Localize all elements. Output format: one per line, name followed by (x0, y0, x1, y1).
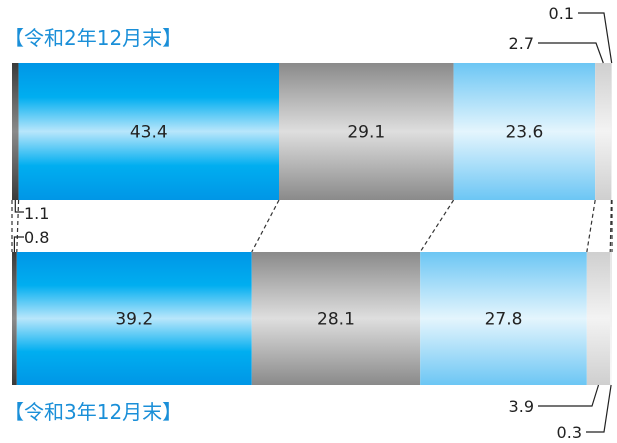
connector-line (16, 199, 20, 253)
bar-gray-row0 (279, 63, 454, 200)
value-labels: 43.4 29.1 23.6 39.2 28.1 27.8 1.1 0.8 2.7 0.1 3.9 0… (13, 4, 613, 442)
callout-line-light-gray-row0 (538, 42, 604, 64)
bar-light-blue-row1 (420, 252, 587, 385)
callout-line-light-gray-row1 (538, 384, 600, 407)
row-title-2020: 【令和2年12月末】 (4, 26, 183, 50)
value-label-blue-row0: 43.4 (130, 123, 168, 143)
connector-line (251, 199, 280, 253)
bar-dark-row1 (12, 252, 17, 385)
value-label-gray-row0: 29.1 (347, 123, 385, 143)
value-label-light-gray-row0: 2.7 (509, 34, 534, 53)
bars (12, 63, 612, 385)
bar-light-gray-row0 (595, 63, 612, 200)
connector-line (609, 199, 612, 253)
value-label-light-blue-row0: 23.6 (505, 123, 543, 143)
bar-white-row0 (611, 63, 612, 200)
value-label-dark-row0: 1.1 (24, 204, 49, 223)
callout-line-white-row0 (578, 12, 613, 64)
callout-line-dark-row0 (14, 200, 24, 213)
row-title-2021: 【令和3年12月末】 (4, 400, 183, 424)
value-label-light-gray-row1: 3.9 (509, 397, 534, 416)
value-label-light-blue-row1: 27.8 (485, 310, 523, 330)
bar-blue-row0 (18, 63, 279, 200)
value-label-blue-row1: 39.2 (115, 310, 153, 330)
bar-blue-row1 (16, 252, 252, 385)
connector-line (586, 199, 596, 253)
value-label-gray-row1: 28.1 (317, 310, 355, 330)
callout-line-dark-row1 (13, 236, 24, 252)
connector-line (419, 199, 455, 253)
callout-line-white-row1 (586, 384, 612, 433)
value-label-dark-row1: 0.8 (24, 228, 49, 247)
bar-light-blue-row0 (453, 63, 596, 200)
value-label-white-row0: 0.1 (549, 4, 574, 23)
bar-dark-row0 (12, 63, 19, 200)
value-label-white-row1: 0.3 (557, 423, 582, 442)
bar-light-gray-row1 (586, 252, 611, 385)
bar-white-row1 (610, 252, 612, 385)
bar-gray-row1 (251, 252, 421, 385)
connector-lines (11, 199, 613, 253)
